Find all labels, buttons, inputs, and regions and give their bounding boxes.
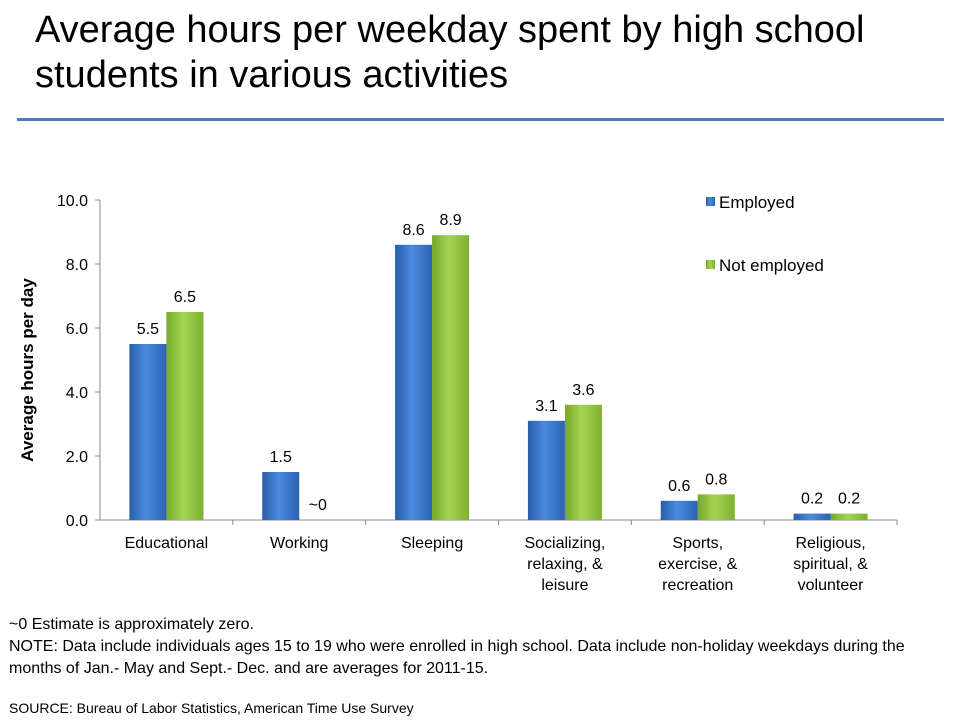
y-tick-label: 2.0 — [66, 449, 88, 466]
y-axis-title: Average hours per day — [18, 278, 37, 462]
x-category-line: Religious, — [795, 535, 865, 552]
x-category-line: Working — [270, 535, 328, 552]
bar-chart: 0.0 2.0 4.0 6.0 8.0 10.0 Average hours per day… — [18, 193, 898, 594]
chart-bars — [129, 235, 868, 521]
x-category-line: exercise, & — [658, 556, 737, 573]
x-category-label: Working — [270, 535, 328, 552]
y-tick-label: 8.0 — [66, 257, 88, 274]
data-label-not-employed: 8.9 — [439, 212, 461, 229]
y-tick-label: 4.0 — [66, 385, 88, 402]
data-label-employed: 5.5 — [137, 321, 159, 338]
y-tick-label: 0.0 — [66, 513, 88, 530]
data-label-employed: 8.6 — [402, 222, 424, 239]
data-label-not-employed: 6.5 — [174, 289, 196, 306]
x-category-line: relaxing, & — [527, 556, 603, 573]
x-category-line: leisure — [541, 577, 588, 594]
bar-employed — [527, 420, 565, 520]
data-label-not-employed: 3.6 — [572, 382, 594, 399]
chart-legend: Employed Not employed — [706, 193, 824, 275]
bar-not-employed — [830, 513, 868, 520]
bar-not-employed — [166, 312, 204, 520]
bar-employed — [793, 513, 831, 520]
page-title: Average hours per weekday spent by high … — [35, 9, 865, 96]
x-category-line: spiritual, & — [793, 556, 868, 573]
x-category-label: Religious, spiritual, & volunteer — [793, 535, 868, 594]
chart-notes: ~0 Estimate is approximately zero. NOTE:… — [9, 614, 949, 680]
x-category-line: Sleeping — [401, 535, 463, 552]
x-category-line: volunteer — [798, 577, 864, 594]
legend-label-employed: Employed — [719, 193, 795, 212]
bar-employed — [129, 344, 167, 520]
data-label-employed: 1.5 — [270, 449, 292, 466]
data-label-not-employed: 0.8 — [705, 471, 727, 488]
bar-not-employed — [697, 494, 735, 520]
bar-not-employed — [432, 235, 470, 520]
legend-swatch-not-employed — [706, 260, 715, 269]
x-category-line: Sports, — [672, 535, 723, 552]
title-divider — [17, 118, 944, 121]
data-label-employed: 0.2 — [801, 491, 823, 508]
x-category-label: Sports, exercise, & recreation — [658, 535, 737, 594]
x-category-label: Socializing, relaxing, & leisure — [524, 535, 605, 594]
bar-not-employed — [564, 404, 602, 520]
data-label-not-employed: ~0 — [309, 497, 327, 514]
x-category-label: Sleeping — [401, 535, 463, 552]
source-note: SOURCE: Bureau of Labor Statistics, Amer… — [9, 700, 414, 716]
data-note: NOTE: Data include individuals ages 15 t… — [9, 638, 905, 677]
data-label-employed: 3.1 — [535, 398, 557, 415]
y-tick-label: 6.0 — [66, 321, 88, 338]
legend-label-not-employed: Not employed — [719, 256, 824, 275]
x-category-label: Educational — [125, 535, 209, 552]
chart-labels: 5.5 6.5 Educational 1.5 ~0 Working 8.6 8.9 Sleep… — [125, 212, 869, 594]
x-category-line: Socializing, — [524, 535, 605, 552]
bar-employed — [660, 500, 698, 520]
bar-employed — [262, 472, 300, 520]
approx-note: ~0 Estimate is approximately zero. — [9, 616, 254, 633]
data-label-not-employed: 0.2 — [838, 491, 860, 508]
x-category-line: Educational — [125, 535, 209, 552]
x-category-line: recreation — [662, 577, 733, 594]
chart-axes: 0.0 2.0 4.0 6.0 8.0 10.0 Average hours per day — [18, 193, 898, 530]
y-tick-label: 10.0 — [57, 193, 88, 210]
legend-swatch-employed — [706, 197, 715, 206]
data-label-employed: 0.6 — [668, 478, 690, 495]
bar-employed — [395, 244, 433, 521]
